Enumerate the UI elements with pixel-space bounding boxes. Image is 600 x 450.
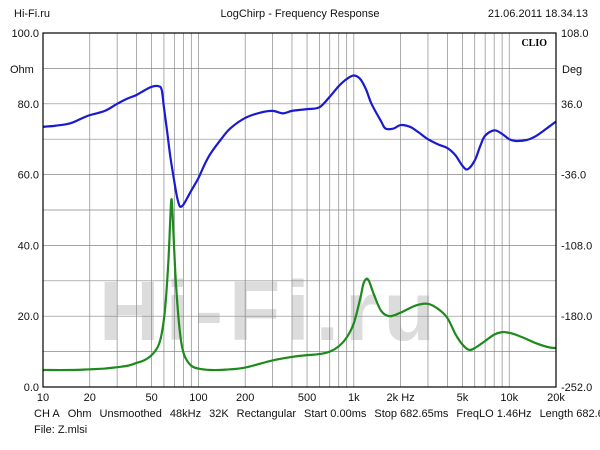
y2-tick-label: -108.0 [561, 240, 592, 252]
measurement-field: 32K [209, 408, 229, 420]
x-tick-label: 100 [189, 392, 207, 404]
y-tick-label: 100.0 [11, 28, 39, 40]
clio-brand-label: CLIO [521, 38, 547, 49]
y-tick-label: 20.0 [18, 311, 39, 323]
measurement-field: CH A [34, 408, 60, 420]
series-group [42, 74, 557, 372]
measurement-field: Start 0.00ms [304, 408, 367, 420]
x-tick-label: 10k [500, 392, 518, 404]
y-tick-label: 0.0 [24, 382, 39, 394]
left-axis-unit: Ohm [10, 64, 34, 76]
x-tick-label: 50 [145, 392, 157, 404]
y2-tick-label: 108.0 [561, 28, 589, 40]
y2-tick-label: 36.0 [561, 99, 582, 111]
chart-title: LogChirp - Frequency Response [220, 8, 380, 20]
header-left-text: Hi-Fi.ru [14, 8, 51, 20]
y-tick-label: 80.0 [18, 99, 39, 111]
magnitude-line [42, 74, 557, 208]
y-tick-label: 60.0 [18, 170, 39, 182]
y-tick-label: 40.0 [18, 240, 39, 252]
timestamp: 21.06.2011 18.34.13 [487, 8, 588, 20]
x-tick-label: 200 [236, 392, 254, 404]
x-tick-label: 20k [547, 392, 565, 404]
y2-tick-label: -180.0 [561, 311, 592, 323]
y2-tick-label: -252.0 [561, 382, 592, 394]
measurement-field: Rectangular [236, 408, 296, 420]
watermark: Hi-Fi.ru [99, 264, 441, 358]
y2-tick-label: -36.0 [561, 170, 586, 182]
measurement-field: Stop 682.65ms [374, 408, 449, 420]
x-tick-label: 20 [84, 392, 96, 404]
measurement-field: Unsmoothed [99, 408, 162, 420]
measurement-field: FreqLO 1.46Hz [456, 408, 532, 420]
x-tick-label: 10 [37, 392, 49, 404]
plot-frame [42, 32, 557, 388]
x-tick-label: 5k [457, 392, 469, 404]
file-name: File: Z.mlsi [34, 424, 88, 436]
measurement-info: CH A Ohm Unsmoothed 48kHz 32K Rectangular Star… [34, 408, 600, 420]
measurement-field: Ohm [67, 408, 92, 420]
measurement-field: 48kHz [169, 408, 202, 420]
x-tick-label: 500 [298, 392, 316, 404]
phase-line [42, 198, 557, 372]
x-tick-label: 1k [348, 392, 360, 404]
right-axis-unit: Deg [562, 64, 582, 76]
frequency-response-chart: Hi-Fi.ru 10 20 50 100 200 500 1k 2k Hz 5k 10k 20k 0… [10, 28, 592, 404]
tick-labels: 10 20 50 100 200 500 1k 2k Hz 5k 10k 20k 0.0 20.0 40.… [11, 28, 592, 404]
measurement-field: Length 682.65ms [539, 408, 600, 420]
x-tick-label: 2k Hz [387, 392, 415, 404]
watermark-text: Hi-Fi.ru [99, 264, 441, 358]
